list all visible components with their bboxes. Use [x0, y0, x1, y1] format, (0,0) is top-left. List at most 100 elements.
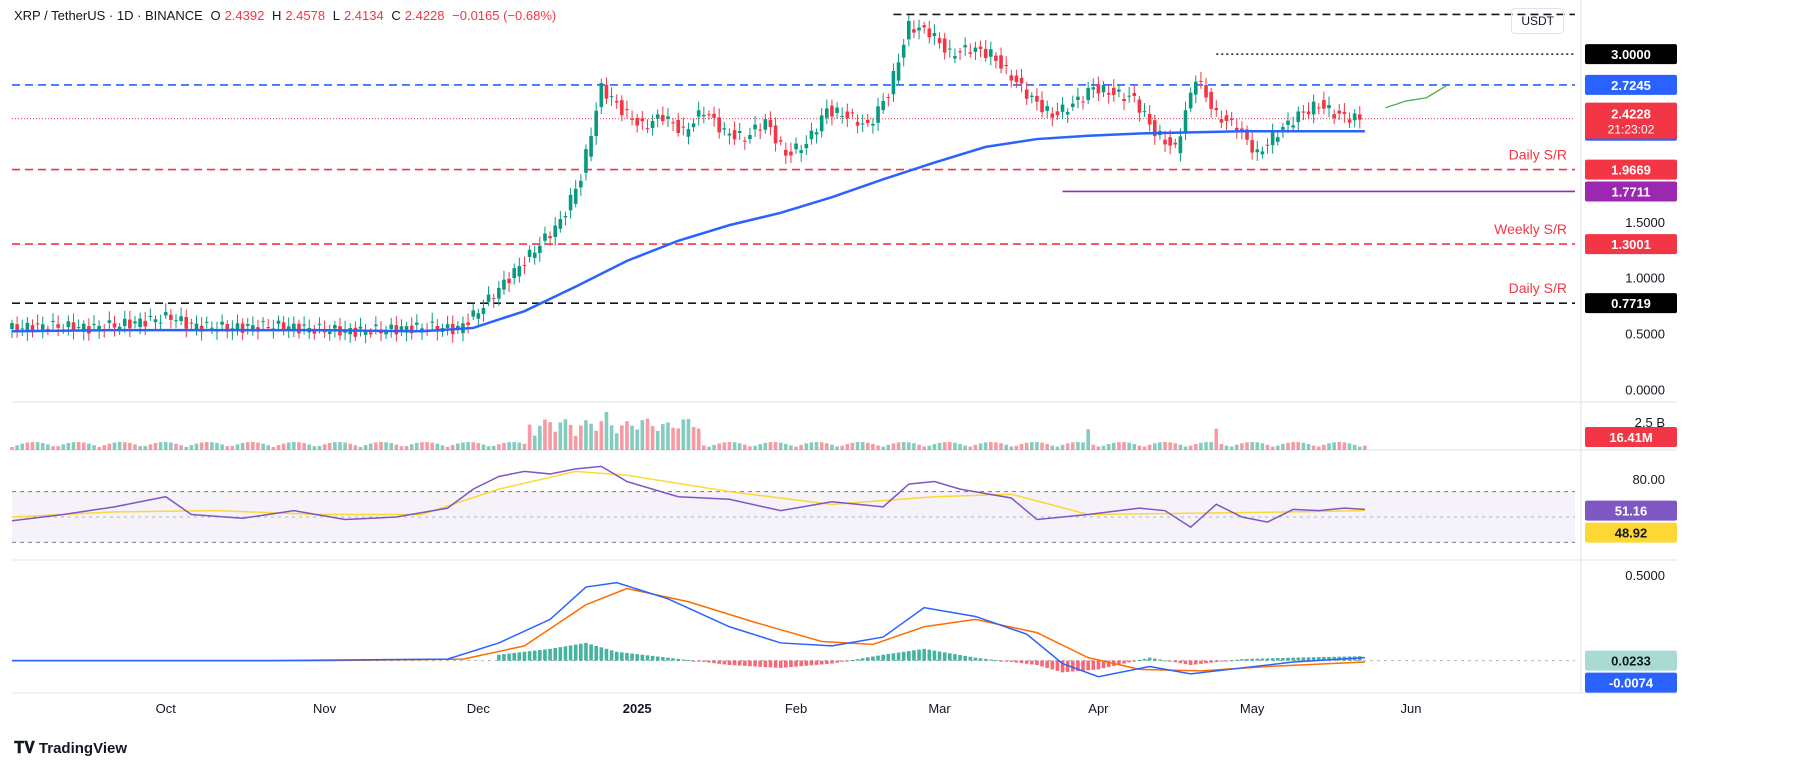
macd-hist-bar — [1086, 660, 1090, 671]
rsi-tick-label: 80.00 — [1632, 472, 1665, 487]
candle-body — [727, 133, 732, 136]
macd-hist-bar — [1050, 660, 1055, 670]
volume-bar — [61, 444, 66, 450]
macd-hist-bar — [1332, 656, 1336, 661]
candle-body — [1076, 96, 1080, 101]
candle-body — [1014, 75, 1019, 83]
volume-bar — [1296, 442, 1301, 450]
candle-body — [76, 327, 81, 329]
candle-body — [1291, 125, 1295, 128]
candle-body — [825, 108, 829, 118]
macd-hist-bar — [517, 652, 522, 661]
candle-body — [1117, 89, 1121, 92]
volume-bar — [261, 443, 265, 450]
candle-body — [896, 62, 901, 81]
macd-hist-bar — [655, 656, 660, 661]
volume-bar — [512, 442, 517, 450]
macd-hist-bar — [1311, 657, 1316, 661]
macd-hist-bar — [896, 652, 901, 661]
volume-bar — [353, 445, 358, 450]
volume-bar — [625, 421, 629, 450]
volume-bar — [845, 444, 850, 450]
volume-bar — [1347, 443, 1352, 450]
candle-body — [809, 130, 814, 140]
candle-body — [235, 323, 240, 331]
volume-bar — [999, 443, 1003, 450]
level-axis-tag: 1.7711 — [1585, 181, 1677, 202]
volume-bar — [40, 443, 45, 450]
candle-body — [901, 44, 906, 58]
currency-button[interactable]: USDT — [1511, 8, 1564, 34]
volume-bar — [891, 443, 896, 450]
macd-hist-bar — [799, 660, 803, 667]
volume-bar — [517, 442, 522, 450]
candle-body — [789, 151, 793, 156]
candle-body — [814, 132, 819, 135]
macd-hist-bar — [1301, 657, 1306, 661]
level-axis-tag: 3.0000 — [1585, 44, 1677, 65]
candle-body — [907, 20, 911, 40]
volume-bar — [245, 442, 250, 450]
candle-body — [1004, 64, 1008, 66]
macd-hist-bar — [543, 649, 547, 661]
volume-bar — [614, 433, 619, 450]
candle-body — [1168, 137, 1172, 146]
volume-bar — [507, 442, 511, 450]
candle-body — [476, 313, 481, 319]
volume-bar — [871, 443, 875, 450]
candle-body — [174, 320, 178, 322]
macd-hist-bar — [778, 660, 783, 668]
macd-signal-line — [12, 587, 1365, 672]
current-price-tag-bg — [1585, 102, 1677, 139]
volume-bar — [240, 442, 245, 450]
candle-body — [1086, 87, 1090, 101]
macd-tick-label: 0.5000 — [1625, 568, 1665, 583]
macd-hist-bar — [1147, 657, 1152, 661]
volume-bar — [1255, 442, 1260, 450]
macd-hist-bar — [988, 659, 993, 661]
volume-bar — [1250, 442, 1254, 450]
candle-body — [333, 325, 337, 329]
tradingview-brand[interactable]: 𝐓𝐕 TradingView — [14, 740, 127, 758]
volume-bar — [830, 444, 834, 450]
volume-bar — [348, 443, 353, 450]
volume-bar — [502, 442, 506, 450]
macd-hist-bar — [1270, 658, 1275, 661]
volume-bar — [415, 442, 419, 450]
candle-body — [953, 56, 957, 59]
macd-hist-bar — [1322, 657, 1326, 661]
macd-hist-bar — [1106, 660, 1111, 668]
volume-bar — [445, 446, 450, 450]
macd-hist-bar — [563, 646, 568, 661]
candle-body — [158, 322, 163, 324]
volume-bar — [1117, 442, 1121, 450]
candle-body — [138, 318, 142, 328]
symbol-name[interactable]: XRP / TetherUS · 1D · BINANCE — [14, 8, 203, 23]
macd-hist-bar — [773, 660, 778, 668]
candle-body — [240, 323, 245, 333]
rsi-ma-axis-tag: 48.92 — [1585, 522, 1677, 543]
candle-body — [358, 326, 363, 329]
volume-bar — [256, 442, 260, 450]
candle-body — [748, 135, 752, 140]
signal-axis-tag: -0.0074 — [1585, 672, 1677, 693]
candle-body — [1024, 89, 1029, 99]
macd-hist-bar — [1260, 658, 1265, 661]
candle-body — [978, 46, 983, 50]
macd-hist-bar — [1255, 658, 1260, 661]
candle-body — [71, 322, 76, 332]
candle-body — [1009, 75, 1014, 81]
macd-line — [12, 581, 1365, 678]
volume-bar — [327, 442, 332, 450]
macd-hist-bar — [737, 660, 742, 666]
time-axis-label: Nov — [313, 701, 337, 716]
candle-body — [1311, 101, 1316, 115]
volume-bar — [527, 424, 532, 450]
macd-axis-tag-text: 0.0233 — [1611, 654, 1651, 669]
volume-bar — [409, 444, 414, 450]
volume-bar — [1086, 429, 1090, 450]
volume-bar — [758, 444, 762, 450]
volume-bar — [573, 435, 578, 450]
